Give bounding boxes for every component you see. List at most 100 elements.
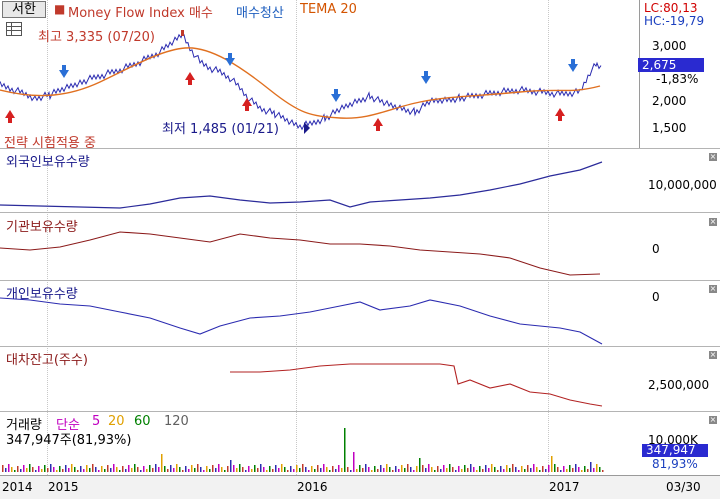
foreign-y-tick: 10,000,000	[648, 178, 717, 192]
volume-bar	[263, 467, 265, 472]
stock-selector-button[interactable]: 서한	[2, 1, 46, 18]
price-pane[interactable]: 서한 ■ Money Flow Index 매수 매수청산 TEMA 20 최고…	[0, 0, 640, 151]
volume-bar	[191, 465, 193, 472]
individual-holdings-chart	[0, 297, 603, 345]
volume-bar	[185, 466, 187, 472]
volume-bar	[371, 470, 373, 472]
buy-arrow-icon	[242, 98, 252, 106]
volume-bar	[326, 467, 328, 472]
volume-bar	[224, 470, 226, 472]
sell-arrow-stem	[571, 59, 575, 64]
volume-bar	[32, 467, 34, 472]
loan-y-tick: 2,500,000	[648, 378, 710, 392]
volume-bar	[407, 464, 409, 472]
volume-bar	[233, 465, 235, 472]
current-volume-label: 347,947주(81,93%)	[6, 433, 132, 448]
volume-bar	[44, 465, 46, 472]
foreign-holdings-chart	[0, 161, 603, 209]
volume-bar	[383, 468, 385, 472]
volume-bar	[260, 464, 262, 472]
volume-bar	[56, 470, 58, 472]
volume-bar	[545, 469, 547, 472]
volume-bar	[134, 464, 136, 472]
buy-arrow-icon	[373, 118, 383, 126]
volume-bar	[173, 468, 175, 472]
price-axis: LC:80,13 HC:-19,79 3,000 2,675 -1,83% 2,…	[638, 0, 720, 148]
individual-holdings-title: 개인보유수량	[6, 287, 78, 302]
grid-2017	[548, 0, 549, 475]
volume-bar	[569, 465, 571, 472]
table-icon[interactable]	[6, 22, 22, 36]
volume-bar	[449, 464, 451, 472]
volume-bar	[419, 458, 421, 472]
volume-bar	[341, 468, 343, 472]
volume-bar	[242, 467, 244, 472]
volume-bar	[5, 468, 7, 472]
y-tick-2000: 2,000	[652, 94, 687, 108]
buy-arrow-stem	[245, 106, 249, 111]
volume-bar	[2, 465, 4, 472]
volume-bar	[398, 469, 400, 472]
loan-balance-line	[230, 363, 603, 407]
volume-bar	[290, 466, 292, 472]
buy-arrow-icon	[185, 72, 195, 80]
hc-value: HC:-19,79	[644, 14, 705, 28]
volume-bar	[266, 470, 268, 472]
lc-value: LC:80,13	[644, 1, 698, 15]
indicator-sell-label[interactable]: 매수청산	[236, 6, 284, 21]
volume-bar	[572, 468, 574, 472]
sell-arrow-stem	[62, 65, 66, 70]
volume-bar	[299, 468, 301, 472]
buy-arrow-stem	[376, 126, 380, 131]
volume-bar	[521, 466, 523, 472]
close-icon[interactable]: ×	[709, 284, 717, 293]
change-percent: -1,83%	[656, 72, 699, 86]
indicator-mfi-label[interactable]: Money Flow Index 매수	[68, 6, 213, 21]
volume-bar	[281, 464, 283, 472]
volume-bar	[389, 467, 391, 472]
volume-bar	[461, 469, 463, 472]
sell-arrow-icon	[568, 64, 578, 72]
volume-bar	[350, 470, 352, 472]
close-icon[interactable]: ×	[709, 217, 717, 226]
close-icon[interactable]: ×	[709, 350, 717, 359]
buy-arrow-stem	[8, 118, 12, 123]
ma-20-label: 20	[108, 414, 125, 429]
volume-bar	[401, 465, 403, 472]
volume-bar	[236, 468, 238, 472]
volume-bar	[179, 467, 181, 472]
close-icon[interactable]: ×	[709, 152, 717, 161]
volume-bar	[170, 465, 172, 472]
volume-bar	[83, 469, 85, 472]
price-series-path	[0, 33, 602, 131]
separator-5	[0, 411, 720, 412]
volume-bar	[365, 464, 367, 472]
close-icon[interactable]: ×	[709, 415, 717, 424]
ma-type-label: 단순	[56, 418, 80, 433]
low-marker-icon	[304, 122, 310, 134]
volume-bar	[515, 467, 517, 472]
indicator-arrow-icon: ■	[54, 2, 66, 16]
volume-bar	[137, 467, 139, 472]
volume-bars	[2, 428, 604, 472]
volume-bar	[596, 464, 598, 472]
institution-holdings-title: 기관보유수량	[6, 220, 78, 235]
volume-bar	[14, 470, 16, 472]
volume-bar	[491, 464, 493, 472]
volume-bar	[269, 466, 271, 472]
volume-bar	[527, 465, 529, 472]
volume-bar	[329, 470, 331, 472]
institution-holdings-line	[0, 231, 601, 276]
volume-bar	[476, 470, 478, 472]
volume-bar	[125, 469, 127, 472]
volume-bar	[53, 467, 55, 472]
volume-bar	[116, 467, 118, 472]
volume-bar	[548, 465, 550, 472]
volume-bar	[26, 468, 28, 472]
sell-arrow-icon	[421, 76, 431, 84]
volume-bar	[143, 466, 145, 472]
sell-arrow-icon	[59, 70, 69, 78]
volume-bar	[272, 469, 274, 472]
high-marker-icon	[181, 30, 184, 36]
indicator-tema-label[interactable]: TEMA 20	[300, 2, 357, 17]
